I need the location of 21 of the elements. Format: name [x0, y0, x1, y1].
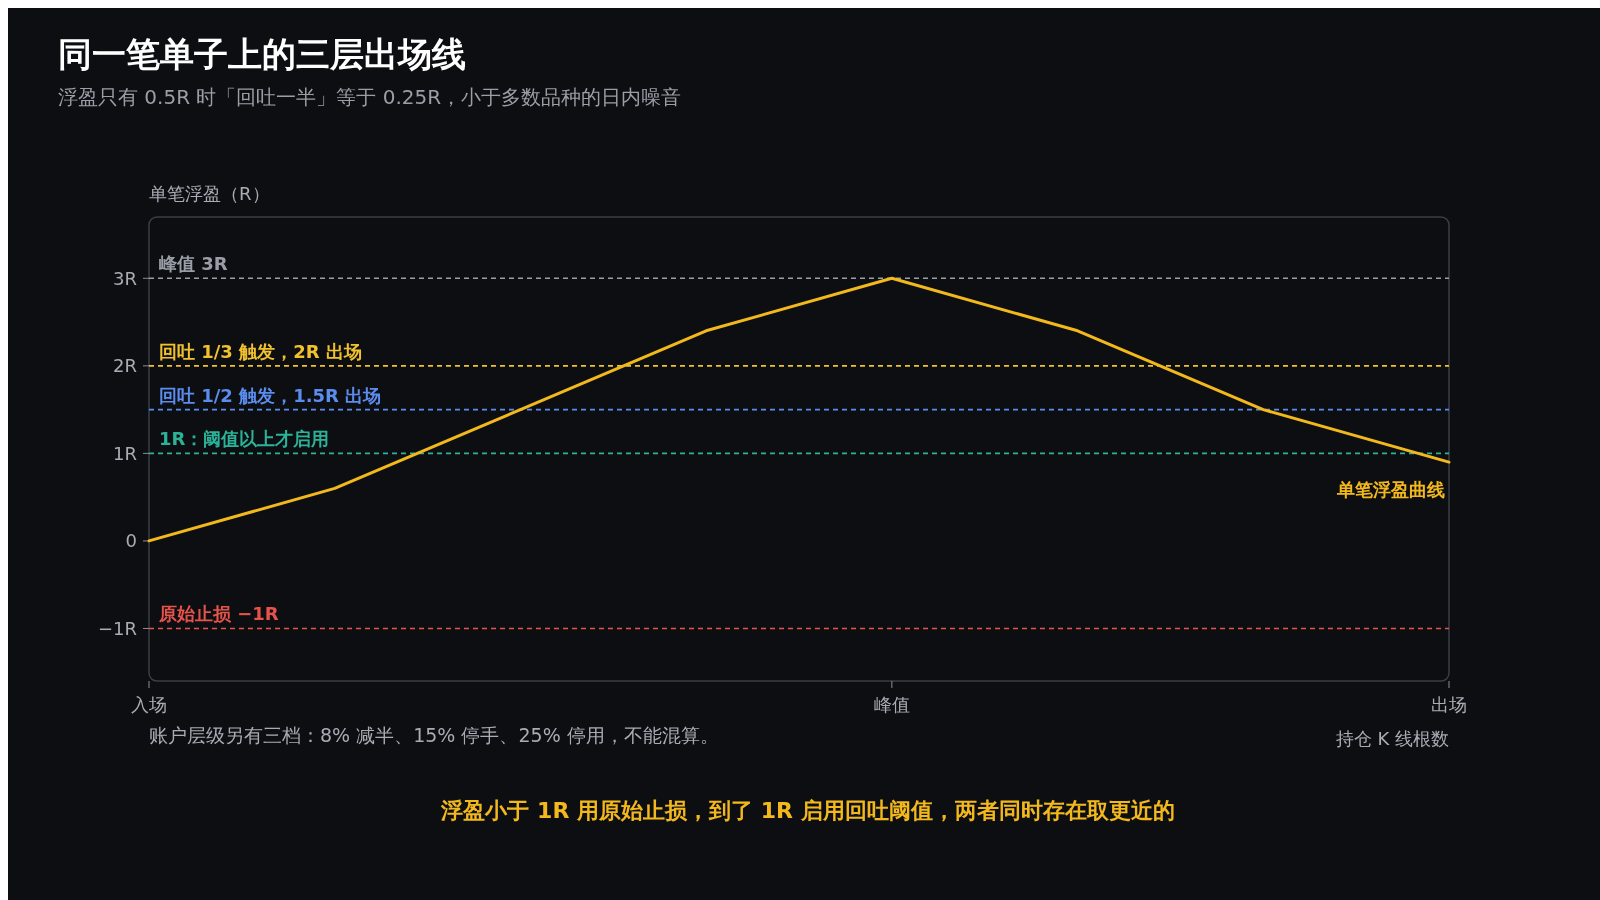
x-tick-label: 出场: [1431, 694, 1467, 715]
x-tick-label: 入场: [131, 694, 167, 715]
text: 浮盈小于 1R 用原始止损，到了 1R 启用回吐阈值，两者同时存在取更近的: [440, 798, 1175, 823]
chart-subtitle: 浮盈只有 0.5R 时「回吐一半」等于 0.25R，小于多数品种的日内噪音: [58, 85, 682, 109]
x-tick-label: 峰值: [873, 694, 910, 715]
text: 账户层级另有三档：8% 减半、15% 停手、25% 停用，不能混算。: [149, 724, 719, 746]
ref-line-label: 回吐 1/2 触发，1.5R 出场: [159, 384, 382, 406]
y-tick-label: −1R: [97, 617, 137, 639]
y-tick-label: 2R: [113, 355, 137, 377]
x-axis-title: 持仓 K 线根数: [1335, 728, 1449, 749]
chart-title: 同一笔单子上的三层出场线: [58, 34, 466, 74]
y-tick-label: 0: [125, 530, 137, 552]
ref-line-label: 原始止损 −1R: [158, 603, 279, 625]
y-axis-title: 单笔浮盈（R）: [149, 183, 270, 204]
series-label: 单笔浮盈曲线: [1336, 479, 1445, 501]
line-series: [147, 276, 1451, 543]
y-tick-label: 3R: [113, 267, 137, 289]
ref-line-label: 1R：阈值以上才启用: [159, 428, 330, 450]
ref-line-label: 峰值 3R: [159, 253, 228, 275]
ref-line-label: 回吐 1/3 触发，2R 出场: [159, 340, 362, 362]
y-tick-label: 1R: [113, 442, 137, 464]
